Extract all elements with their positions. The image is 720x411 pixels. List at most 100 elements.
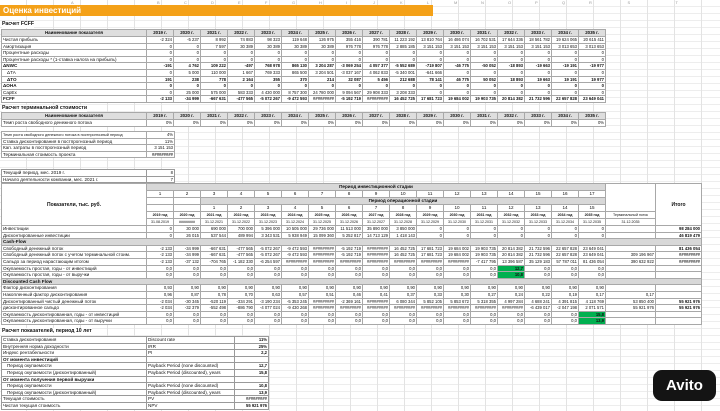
cell[interactable]: 0,0 (254, 310, 282, 319)
cell[interactable]: -34 999 (173, 95, 201, 103)
row-label[interactable]: Кап. затраты в постпрогнозный период (1, 144, 147, 152)
cell[interactable]: -2 133 (146, 95, 174, 103)
cell[interactable]: 19 903 735 (470, 244, 498, 253)
cell[interactable]: 0 (362, 49, 390, 57)
cell[interactable] (234, 375, 269, 384)
cell[interactable]: 0,0 (470, 310, 498, 319)
cell[interactable]: 0 (416, 55, 444, 64)
cell[interactable]: 0,90 (281, 284, 309, 292)
cell[interactable]: 0,0 (416, 317, 444, 325)
row-label[interactable]: ΔNWC (1, 62, 147, 70)
cell[interactable]: -9 472 593 (281, 244, 309, 253)
cell[interactable]: -7 417 795 (470, 257, 498, 266)
cell[interactable]: ######### (362, 95, 390, 103)
date-header[interactable]: 31.12.2024 (281, 218, 309, 226)
cell[interactable]: -50 052 (470, 62, 498, 70)
cell[interactable]: 5 938 949 (281, 231, 309, 240)
cell[interactable]: 0 (227, 82, 255, 90)
cell[interactable]: 0 (443, 68, 471, 77)
cell[interactable]: 0,0 (335, 317, 363, 325)
cell[interactable]: 19 977 (578, 75, 606, 84)
cell[interactable]: -5 353 245 (281, 297, 309, 306)
cell[interactable]: 0,0 (254, 271, 282, 279)
cell[interactable]: 0 (578, 68, 606, 77)
date-header[interactable]: 31.12.2028 (389, 218, 417, 226)
year-header[interactable]: 2019 год (146, 211, 174, 219)
cell[interactable]: 29 736 000 (308, 225, 336, 233)
cell[interactable]: 0,0 (200, 271, 228, 279)
cell[interactable]: 4 762 (173, 62, 201, 70)
cell[interactable]: -5 072 267 (254, 251, 282, 259)
period-number[interactable]: 10 (389, 190, 417, 198)
cell[interactable]: 0,0 (308, 317, 336, 325)
cell[interactable]: ######### (497, 304, 525, 312)
period-number[interactable]: 6 (335, 204, 363, 212)
cell[interactable]: 0,78 (200, 290, 228, 299)
cell[interactable]: 0,41 (362, 290, 390, 299)
cell[interactable]: 212 688 (389, 75, 417, 84)
column-letter[interactable]: I (346, 0, 348, 5)
cell[interactable]: 0 (173, 42, 201, 51)
cell[interactable]: 0,93 (146, 284, 174, 292)
cell[interactable]: 0 (524, 225, 552, 233)
cell[interactable]: 0 (497, 68, 525, 77)
cell[interactable]: 20 814 382 (497, 244, 525, 253)
period-number[interactable]: 12 (443, 190, 471, 198)
cell[interactable]: -5 192 719 (335, 251, 363, 259)
row-label[interactable]: дисконтированное сальдо (1, 304, 147, 312)
cell[interactable]: 0,46 (335, 290, 363, 299)
row-label[interactable]: Окупаемость простая, годы - от инвестици… (1, 264, 147, 273)
column-header[interactable]: 2025 г. (308, 112, 336, 120)
row-label-en[interactable]: Payback Period (discounted), years (146, 388, 235, 397)
cell[interactable]: -19 977 (578, 62, 606, 70)
cell[interactable]: ######### (308, 95, 336, 103)
cell[interactable] (605, 284, 656, 292)
cell[interactable]: 0,30 (443, 290, 471, 299)
cell[interactable]: 0,0 (362, 317, 390, 325)
column-header[interactable]: 2027 г. (362, 29, 390, 37)
cell[interactable]: 5 396 000 (254, 225, 282, 233)
cell[interactable]: 0,0 (254, 264, 282, 273)
cell[interactable]: 0 (551, 55, 579, 64)
cell[interactable] (655, 310, 702, 319)
cell[interactable]: 4 430 000 (254, 88, 282, 97)
cell[interactable]: 4 391 815 (551, 297, 579, 306)
year-header[interactable]: 2021 год (200, 211, 228, 219)
period-number[interactable]: 17 (578, 190, 606, 198)
year-header[interactable]: 2035 год (578, 211, 606, 219)
cell[interactable]: 0,0 (227, 271, 255, 279)
cell[interactable]: 13,9 (234, 388, 269, 397)
cell[interactable]: 0,90 (524, 284, 552, 292)
row-label[interactable]: Процентные расходы (1, 49, 147, 57)
cell[interactable]: 109 222 (200, 62, 228, 70)
fcff-table[interactable]: Наименование показателя 2019 г. 2020 г. 202… (1, 29, 606, 103)
row-label[interactable]: Окупаемость дисконтированная, годы - от … (1, 317, 147, 325)
cell[interactable]: 700 000 (227, 225, 255, 233)
cell[interactable]: -19 191 (551, 62, 579, 70)
column-header[interactable]: 2028 г. (389, 29, 417, 37)
cell[interactable]: 19 624 065 (551, 36, 579, 44)
row-label-en[interactable]: Discount rate (146, 336, 235, 344)
cell[interactable]: 15 099 360 (308, 231, 336, 240)
cell[interactable]: 0 (578, 82, 606, 90)
date-header[interactable]: 31.12.2035 (578, 218, 606, 226)
cell[interactable]: 355 416 (335, 36, 363, 44)
column-header[interactable]: 2032 г. (497, 29, 525, 37)
column-header[interactable]: 2028 г. (389, 112, 417, 120)
cell[interactable]: -719 807 (416, 62, 444, 70)
date-header[interactable]: 31.12.2031 (470, 218, 498, 226)
cell[interactable]: 74 883 (227, 36, 255, 44)
cell[interactable]: 0 (470, 88, 498, 97)
cell[interactable]: 0,0 (470, 271, 498, 279)
column-header[interactable]: 2022 г. (227, 29, 255, 37)
cell[interactable]: 0,90 (551, 284, 579, 292)
cell[interactable] (655, 284, 702, 292)
row-label[interactable]: Дисконтированный чистый денежный поток (1, 297, 147, 306)
cell[interactable]: 0,17 (578, 290, 606, 299)
row-label[interactable]: Процентные расходы * (1-ставка налога на… (1, 55, 147, 64)
column-header[interactable]: Наименование показателя (1, 112, 147, 120)
cell[interactable]: -667 631 (200, 244, 228, 253)
period-number[interactable]: 5 (254, 190, 282, 198)
date-header[interactable]: 31.12.2023 (254, 218, 282, 226)
cell[interactable]: 0 (443, 231, 471, 240)
